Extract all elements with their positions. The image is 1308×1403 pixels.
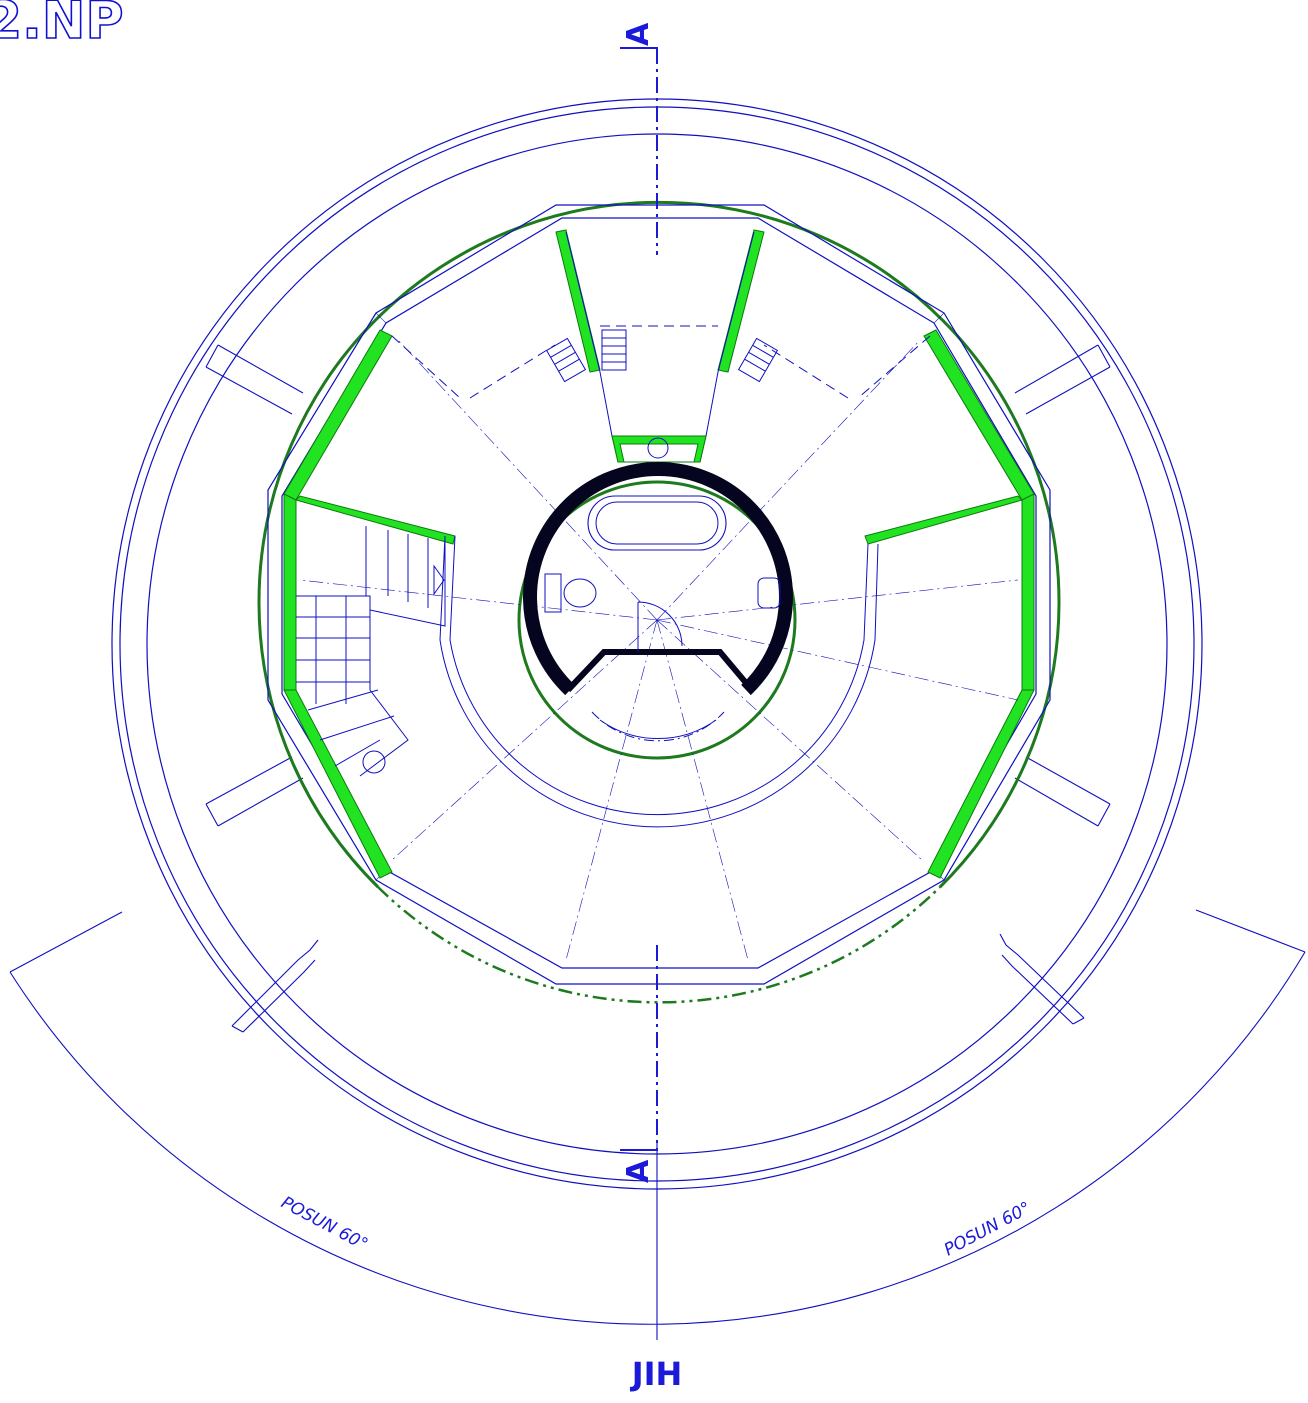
envelope-circle xyxy=(257,200,1061,889)
rotating-deck xyxy=(9,909,1306,1340)
room-lines xyxy=(391,231,931,828)
insulation-hatch xyxy=(267,312,1051,881)
section-marker-top: A xyxy=(621,22,656,46)
radial-guides xyxy=(299,339,1019,961)
staircase xyxy=(296,526,446,777)
floor-label: 2.NP xyxy=(0,0,124,51)
radial-beams xyxy=(205,344,1111,827)
section-line xyxy=(620,47,658,1151)
central-core xyxy=(523,462,793,742)
rotation-note-left: POSUN 60° xyxy=(278,1193,371,1255)
top-stairs xyxy=(545,329,779,459)
orientation-label: JIH xyxy=(630,1355,683,1393)
section-marker-bottom: A xyxy=(621,1159,656,1183)
envelope-dashed xyxy=(377,886,941,1004)
green-walls xyxy=(283,229,1035,879)
